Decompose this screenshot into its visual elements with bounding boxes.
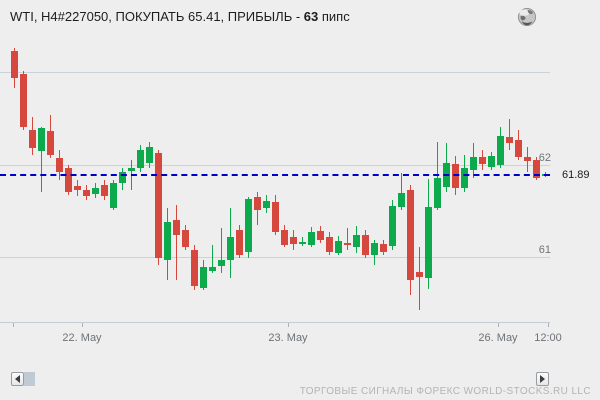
gridline xyxy=(0,72,550,73)
candle-body xyxy=(82,189,90,197)
candle-body xyxy=(73,186,81,190)
price-axis-label: 62 xyxy=(538,152,551,164)
axis-tick xyxy=(82,323,83,327)
candle-body xyxy=(343,242,351,246)
candle-body xyxy=(271,202,279,232)
candle-body xyxy=(253,197,261,211)
candle-body xyxy=(235,229,243,255)
candle-wick xyxy=(220,227,222,274)
candle-body xyxy=(361,235,369,255)
candle-body xyxy=(514,140,522,157)
candle-body xyxy=(199,266,207,289)
chart-title-text: WTI, H4#227050, ПОКУПАТЬ 65.41, ПРИБЫЛЬ … xyxy=(10,9,304,24)
candle-body xyxy=(406,189,414,280)
candle-body xyxy=(226,237,234,261)
candle-body xyxy=(505,137,513,143)
candle-body xyxy=(28,129,36,149)
candle-body xyxy=(307,231,315,245)
globe-icon[interactable] xyxy=(517,7,537,27)
scroll-right-button[interactable] xyxy=(536,372,549,386)
candle-body xyxy=(334,240,342,253)
signal-price-line xyxy=(0,174,550,177)
candle-body xyxy=(244,199,252,252)
candle-body xyxy=(172,219,180,236)
time-axis-label: 23. May xyxy=(268,332,308,344)
price-axis-label: 61 xyxy=(538,244,551,256)
time-axis-label: 22. May xyxy=(62,332,102,344)
candle-body xyxy=(127,167,135,171)
candle-body xyxy=(37,128,45,152)
candle-body xyxy=(397,192,405,207)
candle-body xyxy=(424,206,432,278)
chart-title-units: пипс xyxy=(318,9,350,24)
candle-wick xyxy=(175,204,177,280)
left-arrow-icon xyxy=(15,375,20,383)
candle-body xyxy=(190,250,198,287)
candle-body xyxy=(109,182,117,208)
candle-body xyxy=(388,205,396,247)
candle-body xyxy=(469,156,477,170)
candle-body xyxy=(154,152,162,259)
candle-body xyxy=(325,237,333,252)
candle-wick xyxy=(418,247,420,311)
candle-body xyxy=(208,266,216,272)
candle-body xyxy=(298,241,306,244)
candle-wick xyxy=(346,227,348,251)
right-arrow-icon xyxy=(540,375,545,383)
candle-body xyxy=(55,157,63,173)
axis-line xyxy=(0,322,550,323)
candle-body xyxy=(496,136,504,165)
candle-body xyxy=(460,167,468,189)
time-axis-label: 12:00 xyxy=(534,332,562,344)
candle-body xyxy=(136,150,144,168)
candle-body xyxy=(118,172,126,183)
candle-body xyxy=(523,156,531,162)
profit-pips-value: 63 xyxy=(303,9,319,24)
axis-tick xyxy=(13,323,14,327)
candle-body xyxy=(487,155,495,167)
axis-tick xyxy=(288,323,289,327)
gridline xyxy=(0,257,550,258)
candle-body xyxy=(379,243,387,252)
candle-body xyxy=(478,156,486,165)
axis-tick xyxy=(498,323,499,327)
candle-body xyxy=(64,167,72,192)
candle-body xyxy=(532,160,540,178)
candle-body xyxy=(370,242,378,255)
candle-body xyxy=(415,272,423,277)
scrollbar-thumb[interactable] xyxy=(24,372,35,386)
candle-body xyxy=(100,185,108,197)
candle-body xyxy=(433,177,441,208)
scroll-left-button[interactable] xyxy=(11,372,24,386)
candle-body xyxy=(10,51,18,79)
gridline xyxy=(0,165,550,166)
candle-body xyxy=(181,229,189,248)
candle-body xyxy=(46,130,54,155)
candle-body xyxy=(163,222,171,261)
candle-body xyxy=(19,74,27,128)
time-axis-label: 26. May xyxy=(478,332,518,344)
candle-body xyxy=(91,188,99,194)
candle-body xyxy=(145,147,153,164)
candle-wick xyxy=(40,127,42,192)
candle-body xyxy=(262,201,270,208)
candle-body xyxy=(316,230,324,240)
candle-wick xyxy=(508,118,510,151)
candle-body xyxy=(280,229,288,245)
candle-body xyxy=(352,235,360,248)
candlestick-chart xyxy=(0,45,550,322)
axis-tick xyxy=(548,323,549,327)
chart-title: WTI, H4#227050, ПОКУПАТЬ 65.41, ПРИБЫЛЬ … xyxy=(10,9,350,24)
current-price-label: 61.89 xyxy=(562,169,590,182)
candle-body xyxy=(217,260,225,266)
candle-wick xyxy=(400,173,402,211)
candle-body xyxy=(289,237,297,244)
footer-brand-text: ТОРГОВЫЕ СИГНАЛЫ ФОРЕКС WORLD-STOCKS.RU … xyxy=(299,386,591,397)
candle-wick xyxy=(211,244,213,274)
